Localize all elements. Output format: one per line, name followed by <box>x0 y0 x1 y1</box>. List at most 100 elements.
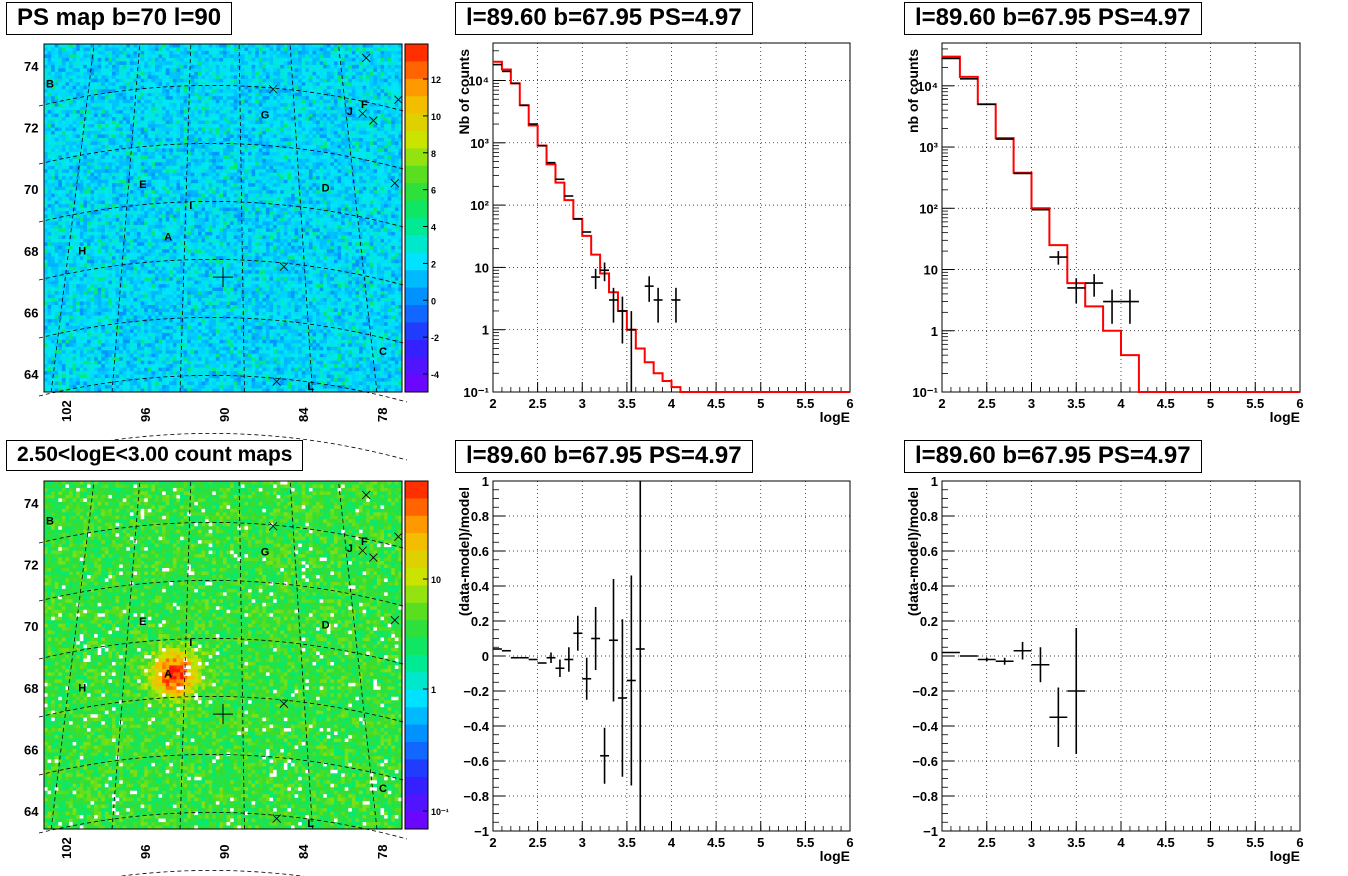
residual_right-x-ticks: 2 2.5 3 3.5 4 4.5 5 5.5 6 <box>938 821 1304 850</box>
residual_left-x-tick-5.5: 5.5 <box>796 835 814 850</box>
residual_left-x-tick-2.5: 2.5 <box>529 835 547 850</box>
count_map-frame <box>43 480 403 830</box>
residual_right-y-tick-1: −0.8 <box>912 789 938 804</box>
count_map-source-A: A <box>164 668 172 680</box>
ps_map-y-tick-66: 66 <box>24 305 38 320</box>
spectrum_left-x-tick-2.5: 2.5 <box>529 396 547 411</box>
ps_map-cbar-tick-7: 10 <box>431 112 441 122</box>
ps_map-x-tick-84: 84 <box>296 407 311 422</box>
spectrum_left-x-axis-label: logE <box>820 409 850 425</box>
map-bottom-title: 2.50<logE<3.00 count maps <box>6 440 304 471</box>
ps_map-source-F: F <box>361 99 368 111</box>
ps_map-x-marker <box>369 116 378 125</box>
spectrum_right-x-ticks: 2 2.5 3 3.5 4 4.5 5 5.5 6 <box>938 382 1304 411</box>
ps_map-source-A: A <box>164 231 172 243</box>
ps_map-y-ticks: 64 66 68 70 72 74 <box>24 59 39 382</box>
spectrum_right-x-tick-4: 4 <box>1117 396 1125 411</box>
ps_map-x-marker <box>390 178 400 188</box>
count_map-source-D: D <box>322 620 330 632</box>
residual_left-y-tick-1: −0.8 <box>463 789 489 804</box>
count_map-y-tick-66: 66 <box>24 742 38 757</box>
ps_map-cbar-tick-1: -2 <box>431 333 439 343</box>
spectrum_left-x-tick-3: 3 <box>579 396 586 411</box>
spectrum_left-y-tick-0: 10⁻¹ <box>463 385 489 400</box>
ps_map-cbar-tick-3: 2 <box>431 259 436 269</box>
count_map-x-tick-78: 78 <box>375 845 390 859</box>
ps_map-x-marker <box>361 53 371 63</box>
spectrum_right-y-tick-5: 10⁴ <box>917 79 938 94</box>
spectrum_right-y-tick-0: 10⁻¹ <box>912 385 938 400</box>
count_map-x-marker <box>394 532 403 541</box>
count_map-x-marker <box>268 521 278 531</box>
ps_map-source-L: L <box>307 381 314 393</box>
residual_left-x-ticks: 2 2.5 3 3.5 4 4.5 5 5.5 6 <box>489 821 854 850</box>
residual_right-y-tick-5: 0 <box>931 649 938 664</box>
ps_map-source-E: E <box>139 179 146 191</box>
ps_map-x-tick-96: 96 <box>138 408 153 422</box>
ps_map-cbar-tick-6: 8 <box>431 149 436 159</box>
spectrum_right-point-6 <box>1049 251 1068 265</box>
ps_map-x-marker <box>358 109 367 118</box>
ps_map-source-D: D <box>322 183 330 195</box>
residual_left-x-tick-4.5: 4.5 <box>707 835 725 850</box>
residual_left-y-tick-9: 0.8 <box>471 509 489 524</box>
residual_left-point-9 <box>573 615 583 651</box>
spectrum_right-y-tick-3: 10² <box>919 201 938 216</box>
count_map-y-tick-68: 68 <box>24 681 38 696</box>
residual_right-y-tick-2: −0.6 <box>912 754 938 769</box>
count_map-source-E: E <box>139 616 146 628</box>
residual_left-x-tick-5: 5 <box>757 835 764 850</box>
count_map-x-marker <box>272 814 281 823</box>
spectrum_left-model-line <box>493 60 850 393</box>
residual_right-y-tick-4: −0.2 <box>912 684 938 699</box>
spectrum_left-y-tick-5: 10⁴ <box>468 74 489 89</box>
spectrum_left-point-15 <box>626 311 636 392</box>
ps_map-source-G: G <box>261 110 270 122</box>
spectrum_right-point-8 <box>1085 274 1104 297</box>
residual_left-x-tick-3: 3 <box>579 835 586 850</box>
count_map-cbar-tick-2: 10 <box>431 575 441 585</box>
spectrum_right-data-points <box>942 57 1139 324</box>
count_map-cbar-tick-1: 1 <box>431 685 436 695</box>
residual_right-x-tick-2.5: 2.5 <box>978 835 996 850</box>
spectrum_right-y-axis-label: nb of counts <box>905 49 921 133</box>
spectrum_left-data-points <box>493 63 681 392</box>
count_map-x-marker <box>361 490 371 500</box>
residual_right-panel: 2 2.5 3 3.5 4 4.5 5 5.5 6 −1 −0.8 −0.6 −0.4 −0.2 0 0.2 0… <box>905 474 1304 864</box>
residual_right-y-tick-9: 0.8 <box>920 509 938 524</box>
spectrum_left-grid <box>493 43 850 392</box>
residual_left-y-tick-3: −0.4 <box>463 719 489 734</box>
ps_map-x-marker <box>272 377 281 386</box>
ps_map-cbar-tick-5: 6 <box>431 186 436 196</box>
ps_map-source-B: B <box>46 78 54 90</box>
ps_map-y-tick-64: 64 <box>24 367 39 382</box>
residual_right-x-tick-3.5: 3.5 <box>1067 835 1085 850</box>
count_map-x-tick-84: 84 <box>296 844 311 859</box>
residual_right-grid <box>942 481 1300 831</box>
spectrum_left-y-tick-2: 10 <box>475 260 489 275</box>
count_map-coord-grid <box>38 480 408 876</box>
residual_left-y-tick-7: 0.4 <box>471 579 490 594</box>
spectrum_right-panel: 2 2.5 3 3.5 4 4.5 5 5.5 6 10⁻¹ 1 10 10² 10³ 10⁴ logE nb … <box>905 42 1304 425</box>
count_map-x-tick-102: 102 <box>59 837 74 859</box>
spectrum_left-x-tick-6: 6 <box>846 396 853 411</box>
residual_right-x-tick-6: 6 <box>1296 835 1303 850</box>
ps_map-center-cross <box>213 267 233 288</box>
spectrum_left-point-14 <box>617 296 627 344</box>
residual_left-y-tick-4: −0.2 <box>463 684 489 699</box>
residual_left-x-tick-3.5: 3.5 <box>618 835 636 850</box>
residual_left-y-ticks: −1 −0.8 −0.6 −0.4 −0.2 0 0.2 0.4 0.6 0.8 1 <box>463 474 505 839</box>
spectrum-left-title: l=89.60 b=67.95 PS=4.97 <box>455 2 753 35</box>
spectrum_right-x-tick-5: 5 <box>1207 396 1214 411</box>
ps_map-source-I: I <box>189 200 192 212</box>
ps_map-y-tick-70: 70 <box>24 182 38 197</box>
ps_map-source-C: C <box>379 346 387 358</box>
residual_right-y-tick-7: 0.4 <box>920 579 939 594</box>
count_map-cbar-tick-0: 10⁻¹ <box>431 807 449 817</box>
residual_right-y-tick-6: 0.2 <box>920 614 938 629</box>
ps_map-pixels <box>44 44 402 392</box>
spectrum-right-title: l=89.60 b=67.95 PS=4.97 <box>904 2 1202 35</box>
residual_right-y-tick-0: −1 <box>923 824 938 839</box>
